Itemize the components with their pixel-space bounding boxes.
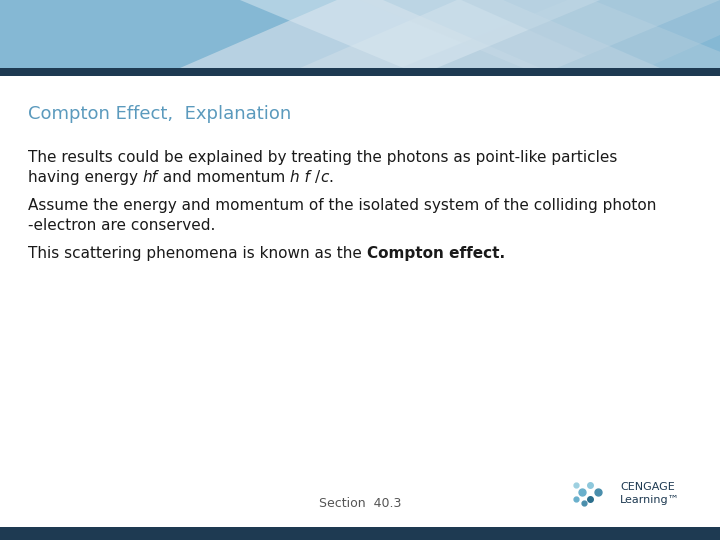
Text: .: . xyxy=(328,170,333,185)
Text: Compton Effect,  Explanation: Compton Effect, Explanation xyxy=(28,105,292,123)
Text: CENGAGE
Learning™: CENGAGE Learning™ xyxy=(620,482,680,505)
Text: hf: hf xyxy=(143,170,158,185)
Text: This scattering phenomena is known as the: This scattering phenomena is known as th… xyxy=(28,246,366,261)
Text: having energy: having energy xyxy=(28,170,143,185)
Bar xyxy=(0,527,720,540)
Text: -electron are conserved.: -electron are conserved. xyxy=(28,218,215,233)
Text: h f: h f xyxy=(290,170,315,185)
Polygon shape xyxy=(400,0,720,68)
Text: Assume the energy and momentum of the isolated system of the colliding photon: Assume the energy and momentum of the is… xyxy=(28,198,657,213)
Text: c: c xyxy=(320,170,328,185)
Bar xyxy=(0,0,720,68)
Text: The results could be explained by treating the photons as point-like particles: The results could be explained by treati… xyxy=(28,150,617,165)
Polygon shape xyxy=(240,0,600,75)
Polygon shape xyxy=(360,0,720,75)
Text: Section  40.3: Section 40.3 xyxy=(319,497,401,510)
Text: Compton effect.: Compton effect. xyxy=(366,246,505,261)
Bar xyxy=(0,68,720,76)
Text: and momentum: and momentum xyxy=(158,170,290,185)
Text: /: / xyxy=(315,170,320,185)
Polygon shape xyxy=(180,0,540,68)
Polygon shape xyxy=(450,0,720,75)
Polygon shape xyxy=(300,0,660,68)
